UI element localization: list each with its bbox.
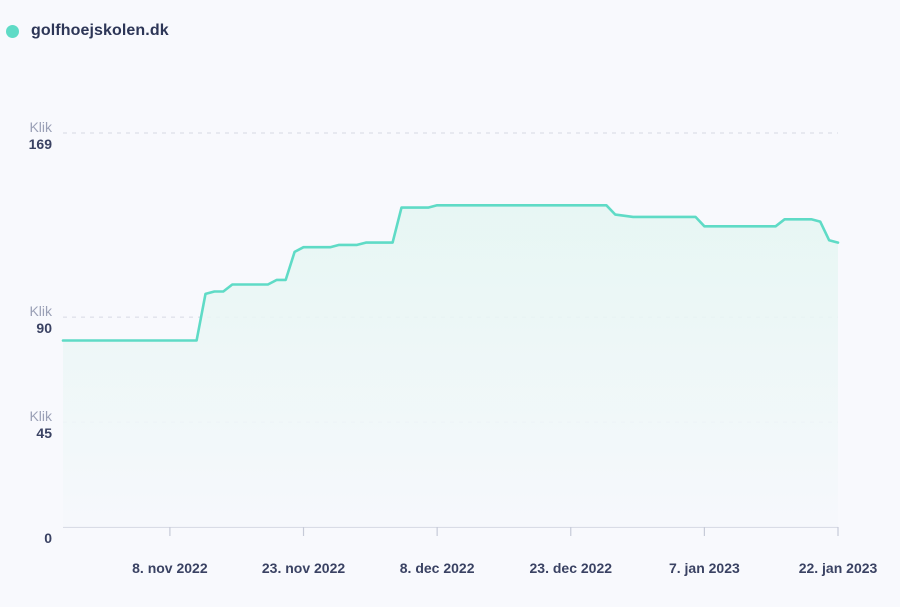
y-tick-value: 45: [36, 425, 52, 441]
x-tick-label: 23. nov 2022: [262, 560, 345, 576]
y-tick-unit: Klik: [29, 408, 53, 424]
y-tick-value: 90: [36, 320, 52, 336]
series-area: [63, 205, 838, 528]
x-tick-label: 8. nov 2022: [132, 560, 208, 576]
x-tick-label: 7. jan 2023: [669, 560, 740, 576]
x-tick-label: 8. dec 2022: [400, 560, 475, 576]
x-tick-label: 23. dec 2022: [530, 560, 613, 576]
y-tick-unit: Klik: [29, 119, 53, 135]
y-tick-value: 169: [29, 136, 53, 152]
y-tick-value: 0: [44, 530, 52, 546]
legend-label: golfhoejskolen.dk: [31, 22, 169, 39]
legend[interactable]: golfhoejskolen.dk: [6, 22, 169, 40]
legend-swatch: [6, 24, 19, 38]
series-line: [61, 204, 840, 342]
x-tick-label: 22. jan 2023: [799, 560, 878, 576]
y-tick-unit: Klik: [29, 303, 53, 319]
